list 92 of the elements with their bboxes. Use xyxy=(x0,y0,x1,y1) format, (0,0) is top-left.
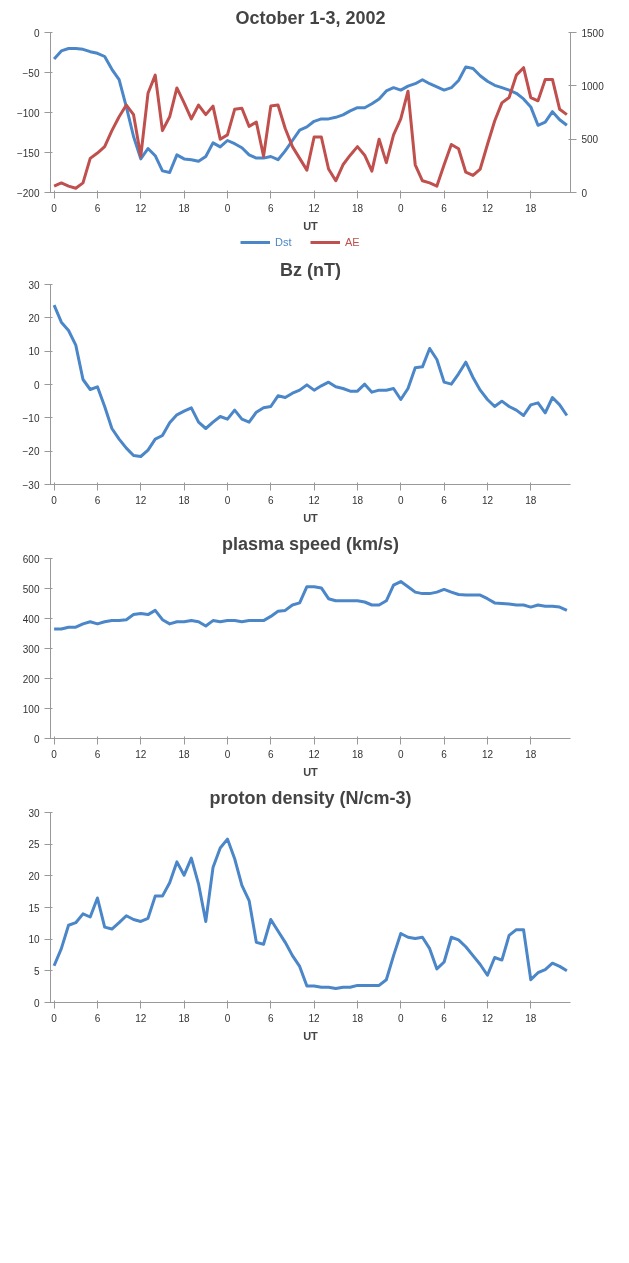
x-tick-label: 6 xyxy=(441,1012,448,1024)
y-tick-label: 25 xyxy=(28,839,40,851)
x-tick-label: 18 xyxy=(351,748,364,760)
line-series xyxy=(52,47,569,174)
x-tick-label: 12 xyxy=(308,202,321,214)
x-tick-label: 18 xyxy=(525,202,537,214)
x-tick-label: 6 xyxy=(441,494,448,506)
x-axis-title: UT xyxy=(303,511,319,524)
y-tick-label: −30 xyxy=(22,479,40,491)
x-tick-label: 0 xyxy=(224,494,231,506)
y-tick-label: 10 xyxy=(28,934,40,946)
y-tick-label: −20 xyxy=(22,446,40,458)
x-tick-label: 6 xyxy=(268,494,274,506)
y-tick-label: −10 xyxy=(22,412,40,424)
x-tick-label: 18 xyxy=(525,1012,537,1024)
y-tick-label: −100 xyxy=(16,107,40,119)
chart-title: October 1-3, 2002 xyxy=(235,7,386,28)
y2-tick-label: 500 xyxy=(581,134,599,146)
x-tick-label: 0 xyxy=(398,1012,404,1024)
x-tick-label: 0 xyxy=(51,202,58,214)
chart-title: plasma speed (km/s) xyxy=(221,533,400,554)
y-tick-label: −50 xyxy=(22,67,40,79)
x-tick-label: 12 xyxy=(481,1012,494,1024)
y-tick-label: 0 xyxy=(33,733,40,745)
y-tick-label: 400 xyxy=(22,613,40,625)
x-tick-label: 12 xyxy=(481,748,494,760)
y-tick-label: 0 xyxy=(33,379,40,391)
y-tick-label: 30 xyxy=(28,279,40,291)
y-tick-label: 500 xyxy=(22,583,40,595)
line-series xyxy=(52,303,569,458)
y-tick-label: 600 xyxy=(22,553,40,565)
y-tick-label: 5 xyxy=(33,965,40,977)
x-tick-label: 12 xyxy=(481,494,494,506)
legend-label: Dst xyxy=(275,236,293,248)
x-tick-label: 12 xyxy=(481,202,494,214)
y-tick-label: 300 xyxy=(22,643,40,655)
x-tick-label: 6 xyxy=(441,202,448,214)
x-tick-label: 12 xyxy=(135,748,147,760)
legend-label: AE xyxy=(345,236,361,248)
x-tick-label: 12 xyxy=(135,494,147,506)
x-tick-label: 0 xyxy=(224,748,231,760)
y-tick-label: 10 xyxy=(28,346,40,358)
x-tick-label: 18 xyxy=(178,1012,191,1024)
x-tick-label: 6 xyxy=(94,202,101,214)
y-tick-label: 30 xyxy=(28,807,40,819)
y-tick-label: 0 xyxy=(33,27,40,39)
x-tick-label: 0 xyxy=(51,494,58,506)
x-tick-label: 0 xyxy=(51,1012,58,1024)
line-series xyxy=(52,580,569,631)
y-tick-label: 100 xyxy=(22,703,40,715)
x-axis-title: UT xyxy=(303,219,319,232)
x-tick-label: 6 xyxy=(441,748,448,760)
line-series xyxy=(52,837,569,991)
x-axis-title: UT xyxy=(303,1029,319,1042)
x-tick-label: 12 xyxy=(308,494,321,506)
x-tick-label: 18 xyxy=(351,494,364,506)
y-tick-label: 20 xyxy=(28,870,40,882)
x-tick-label: 12 xyxy=(308,748,321,760)
x-tick-label: 12 xyxy=(135,1012,147,1024)
x-tick-label: 18 xyxy=(178,494,191,506)
x-tick-label: 18 xyxy=(525,748,537,760)
x-axis-title: UT xyxy=(303,765,319,778)
x-tick-label: 18 xyxy=(351,1012,364,1024)
y-tick-label: 15 xyxy=(28,902,40,914)
x-tick-label: 0 xyxy=(224,1012,231,1024)
x-tick-label: 18 xyxy=(351,202,364,214)
x-tick-label: 6 xyxy=(94,748,101,760)
x-tick-label: 18 xyxy=(525,494,537,506)
x-tick-label: 0 xyxy=(398,494,404,506)
chart-title: proton density (N/cm-3) xyxy=(209,787,412,808)
y2-tick-label: 0 xyxy=(581,187,588,199)
x-tick-label: 18 xyxy=(178,202,191,214)
x-tick-label: 18 xyxy=(178,748,191,760)
x-tick-label: 0 xyxy=(51,748,58,760)
x-tick-label: 6 xyxy=(94,494,101,506)
x-tick-label: 6 xyxy=(268,1012,274,1024)
x-tick-label: 6 xyxy=(94,1012,101,1024)
y-tick-label: 200 xyxy=(22,673,40,685)
chart-title: Bz (nT) xyxy=(280,259,341,280)
x-tick-label: 0 xyxy=(398,748,404,760)
x-tick-label: 12 xyxy=(135,202,147,214)
x-tick-label: 6 xyxy=(268,748,274,760)
x-tick-label: 12 xyxy=(308,1012,321,1024)
y-tick-label: 0 xyxy=(33,997,40,1009)
x-tick-label: 0 xyxy=(398,202,404,214)
x-tick-label: 0 xyxy=(224,202,231,214)
y-tick-label: −200 xyxy=(16,187,40,199)
y2-tick-label: 1500 xyxy=(581,27,605,39)
y2-tick-label: 1000 xyxy=(581,80,605,92)
y-tick-label: −150 xyxy=(16,147,40,159)
x-tick-label: 6 xyxy=(268,202,274,214)
y-tick-label: 20 xyxy=(28,312,40,324)
